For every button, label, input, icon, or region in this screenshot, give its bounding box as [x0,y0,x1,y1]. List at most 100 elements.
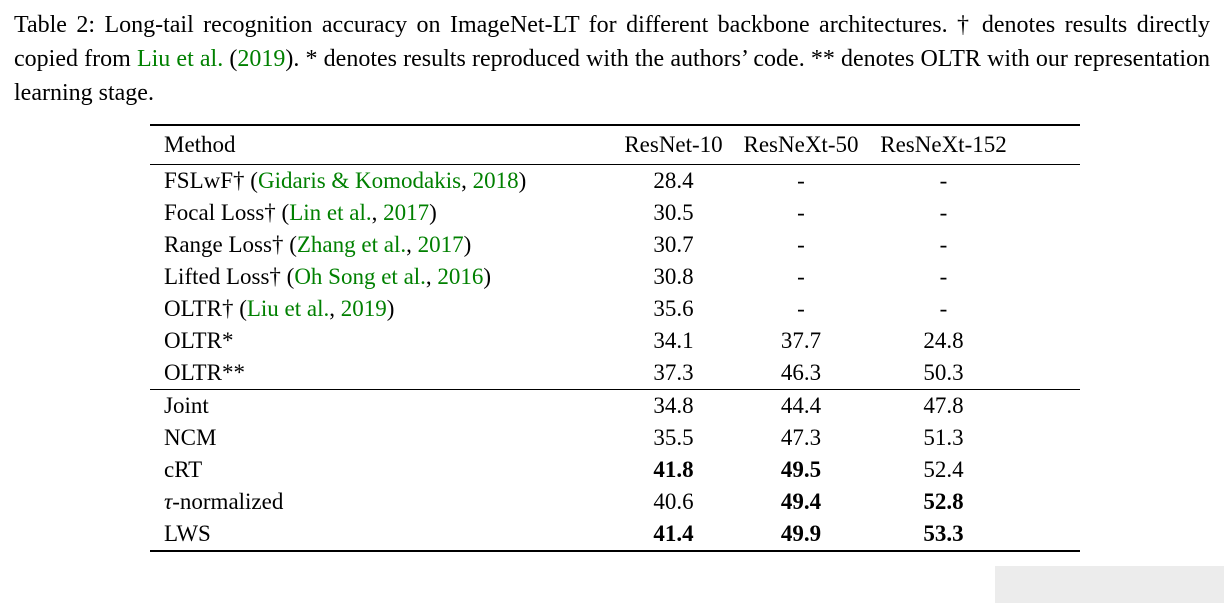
column-header: ResNeXt-152 [880,132,1007,158]
table-group-prior-methods: FSLwF† (Gidaris & Komodakis, 2018) 28.4 - -… [150,165,1080,390]
value-cell: 30.5 [653,200,694,226]
text-segment: ) [429,200,437,226]
text-segment: OLTR* [164,328,234,354]
text-segment: cRT [164,457,203,483]
text-segment: , [425,264,438,290]
citation-link[interactable]: Liu et al. [246,296,330,322]
text-segment: LWS [164,521,211,547]
method-cell: Range Loss† (Zhang et al., 2017) [150,229,610,261]
text-segment: -normalized [172,489,284,515]
text-segment: , [371,200,384,226]
text-segment: ) [518,168,527,194]
value-cell: 37.3 [653,360,694,386]
value-cell: 46.3 [780,360,822,386]
method-cell: Lifted Loss† (Oh Song et al., 2016) [150,261,610,293]
value-cell: 41.4 [653,521,694,547]
method-cell: LWS [150,518,610,551]
table-row: OLTR* 34.1 37.7 24.8 [150,325,1080,357]
citation-link[interactable]: Zhang et al. [296,232,407,258]
text-segment: Focal Loss† ( [164,200,290,226]
text-segment: Lifted Loss† ( [164,264,295,290]
value-cell: - [797,264,805,290]
table-row: Range Loss† (Zhang et al., 2017) 30.7 - - [150,229,1080,261]
value-cell: 35.6 [653,296,694,322]
citation-link[interactable]: 2016 [437,264,484,290]
citation-link[interactable]: Lin et al. [289,200,372,226]
results-table: Method ResNet-10 ResNeXt-50 ResNeXt-152 FSL… [150,124,1080,553]
value-cell: - [797,296,805,322]
value-cell: 50.3 [923,360,964,386]
value-cell: 30.8 [653,264,694,290]
value-cell: 44.4 [780,393,822,419]
value-cell: 41.8 [653,457,694,483]
text-segment: , [329,296,341,322]
paper-page: Table 2: Long-tail recognition accuracy … [0,8,1224,603]
table-row: FSLwF† (Gidaris & Komodakis, 2018) 28.4 - - [150,165,1080,198]
table-row: OLTR** 37.3 46.3 50.3 [150,357,1080,390]
text-segment: OLTR** [164,360,245,386]
method-cell: cRT [150,454,610,486]
value-cell: 49.5 [780,457,822,483]
table-group-our-methods: Joint 34.8 44.4 47.8 NCM 35.5 47.3 51.3 cRT 41.8 4… [150,389,1080,552]
table-header: Method ResNet-10 ResNeXt-50 ResNeXt-152 [150,125,1080,165]
text-segment: ( [223,46,238,73]
citation-link[interactable]: Gidaris & Komodakis [257,168,462,194]
text-segment: ) [463,232,472,258]
value-cell: 40.6 [653,489,694,515]
value-cell: 47.8 [923,393,964,419]
text-segment: Range Loss† ( [164,232,297,258]
value-cell: - [939,200,948,226]
value-cell: 53.3 [923,521,964,547]
method-cell: Focal Loss† (Lin et al., 2017) [150,197,610,229]
value-cell: 30.7 [653,232,694,258]
value-cell: 37.7 [780,328,822,354]
text-segment: , [461,168,473,194]
value-cell: 35.5 [653,425,694,451]
text-segment: FSLwF† ( [164,168,258,194]
value-cell: - [939,264,948,290]
column-header: ResNet-10 [624,132,723,158]
method-cell: OLTR** [150,357,610,390]
value-cell: 24.8 [923,328,964,354]
text-segment: NCM [164,425,217,451]
value-cell: 34.1 [653,328,694,354]
text-segment: ). * denotes results reproduced with the… [14,46,1210,107]
value-cell: 52.4 [923,457,964,483]
text-segment: Table 2: Long-tail recognition accuracy … [14,12,1210,73]
background-artifact [995,566,1224,603]
value-cell: - [797,232,805,258]
method-cell: NCM [150,422,610,454]
text-segment: ) [483,264,492,290]
value-cell: 49.9 [780,521,822,547]
citation-link[interactable]: 2019 [340,296,387,322]
value-cell: 49.4 [780,489,822,515]
column-header: ResNeXt-50 [743,132,859,158]
citation-link[interactable]: 2017 [383,200,430,226]
method-cell: OLTR* [150,325,610,357]
citation-link[interactable]: Oh Song et al. [294,264,426,290]
value-cell: - [939,232,948,258]
value-cell: - [797,168,805,194]
citation-link[interactable]: Liu et al. [136,46,224,73]
citation-link[interactable]: 2017 [417,232,464,258]
text-segment: τ [164,489,173,515]
value-cell: 47.3 [780,425,822,451]
value-cell: 28.4 [653,168,694,194]
table-row: cRT 41.8 49.5 52.4 [150,454,1080,486]
text-segment: OLTR† ( [164,296,247,322]
value-cell: - [939,296,948,322]
value-cell: 34.8 [653,393,694,419]
table-row: LWS 41.4 49.9 53.3 [150,518,1080,551]
method-cell: OLTR† (Liu et al., 2019) [150,293,610,325]
method-cell: Joint [150,390,610,423]
citation-link[interactable]: 2019 [237,46,286,73]
table-row: OLTR† (Liu et al., 2019) 35.6 - - [150,293,1080,325]
citation-link[interactable]: 2018 [472,168,519,194]
table-row: Lifted Loss† (Oh Song et al., 2016) 30.8 -… [150,261,1080,293]
header-row: Method ResNet-10 ResNeXt-50 ResNeXt-152 [150,125,1080,165]
value-cell: 52.8 [923,489,964,515]
text-segment: Joint [164,393,209,419]
text-segment: ) [386,296,395,322]
method-cell: FSLwF† (Gidaris & Komodakis, 2018) [150,165,610,198]
method-cell: τ-normalized [150,486,610,518]
